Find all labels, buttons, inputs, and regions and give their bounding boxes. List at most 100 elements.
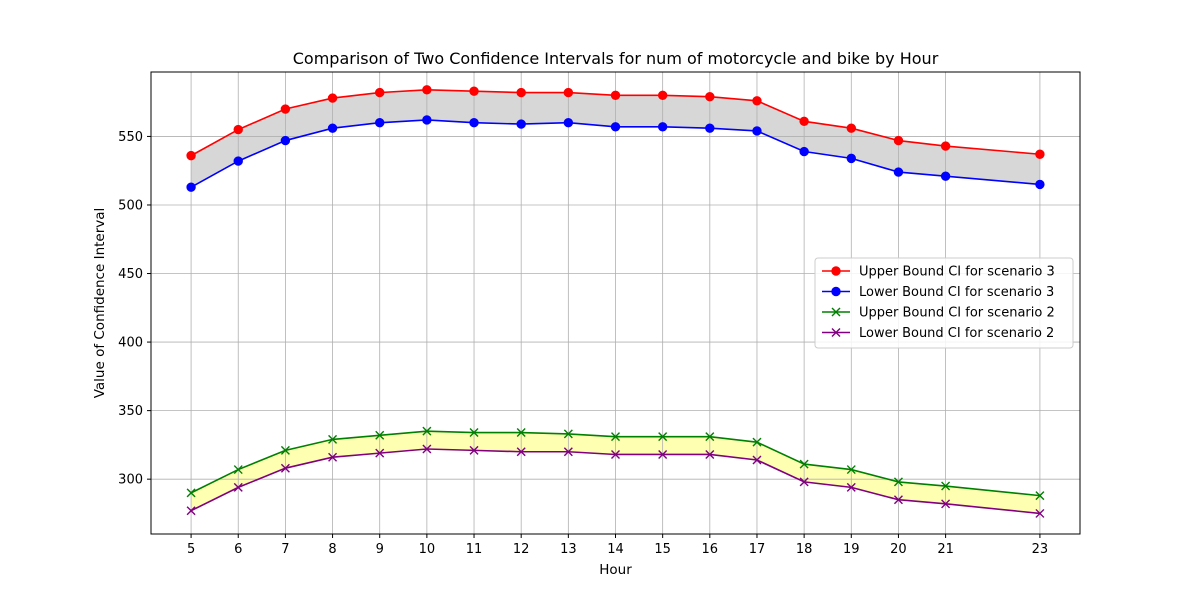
data-point — [469, 118, 479, 128]
series-3 — [186, 426, 1045, 501]
data-point — [375, 118, 385, 128]
data-point — [846, 153, 856, 164]
legend-label: Lower Bound CI for scenario 3 — [859, 285, 1054, 300]
data-point — [893, 135, 904, 146]
legend-marker — [831, 266, 841, 276]
x-tick-label: 19 — [843, 542, 860, 557]
x-tick-label: 8 — [328, 542, 336, 557]
y-tick-label: 300 — [118, 473, 143, 488]
data-point — [657, 122, 668, 132]
data-point — [846, 465, 856, 475]
data-point — [846, 482, 856, 492]
legend-item: Lower Bound CI for scenario 3 — [822, 285, 1054, 300]
data-point — [186, 488, 196, 498]
series-line-1 — [190, 89, 1040, 157]
data-point — [280, 104, 291, 114]
x-tick-label: 14 — [607, 542, 624, 557]
series-2 — [186, 115, 1045, 192]
data-point — [186, 150, 196, 161]
y-tick-label: 350 — [118, 404, 143, 419]
data-point — [422, 444, 432, 454]
data-point — [516, 119, 526, 129]
x-tick-label: 23 — [1032, 542, 1049, 557]
data-point — [941, 499, 951, 509]
y-axis-label: Value of Confidence Interval — [92, 208, 108, 399]
data-point — [422, 85, 432, 95]
legend-marker — [831, 286, 841, 297]
data-point — [752, 126, 762, 136]
data-point — [327, 93, 338, 103]
data-point — [563, 87, 574, 98]
data-point — [941, 481, 951, 491]
data-point — [1035, 149, 1045, 159]
data-point — [1035, 508, 1045, 518]
data-point — [893, 477, 903, 487]
data-point — [657, 90, 668, 101]
legend-marker — [831, 328, 841, 337]
y-tick-label: 450 — [118, 267, 143, 282]
series-line-3 — [190, 430, 1040, 497]
x-axis-label: Hour — [599, 562, 632, 578]
data-point — [1035, 491, 1045, 501]
data-point — [469, 445, 479, 455]
x-tick-label: 15 — [654, 542, 671, 557]
data-point — [658, 449, 668, 459]
series-line-4 — [190, 448, 1040, 515]
data-point — [375, 87, 385, 98]
data-point — [233, 156, 243, 166]
series-1 — [186, 85, 1045, 161]
ci-fill-band-1 — [191, 89, 1040, 188]
chart-title: Comparison of Two Confidence Intervals f… — [293, 49, 939, 68]
data-point — [233, 465, 243, 475]
data-point — [563, 118, 574, 128]
data-point — [186, 182, 196, 192]
legend-item: Upper Bound CI for scenario 3 — [822, 265, 1055, 280]
data-point — [233, 482, 243, 492]
x-tick-label: 21 — [937, 542, 954, 557]
data-point — [280, 463, 290, 473]
data-point — [799, 146, 809, 157]
data-point — [186, 506, 196, 516]
data-point — [469, 86, 479, 96]
x-tick-label: 10 — [419, 542, 436, 557]
data-point — [328, 452, 338, 462]
data-point — [516, 428, 526, 438]
legend-label: Lower Bound CI for scenario 2 — [859, 326, 1054, 341]
x-axis-ticks: 5 6 7 8 9 10 11 12 13 14 15 16 17 18 19 20 21 23 — [187, 534, 1048, 557]
data-point — [280, 135, 291, 146]
series-4 — [186, 444, 1045, 518]
legend-item: Upper Bound CI for scenario 2 — [822, 306, 1055, 321]
x-tick-label: 20 — [890, 542, 907, 557]
y-tick-label: 500 — [118, 198, 143, 213]
data-point — [799, 116, 809, 127]
x-tick-label: 17 — [749, 542, 766, 557]
data-point — [327, 123, 338, 133]
data-point — [752, 455, 762, 465]
data-point — [328, 434, 338, 444]
x-tick-label: 16 — [702, 542, 719, 557]
data-point — [940, 141, 951, 151]
x-tick-label: 5 — [187, 542, 195, 557]
data-point — [1035, 179, 1045, 190]
x-tick-label: 13 — [560, 542, 577, 557]
data-point — [705, 432, 715, 442]
data-point — [658, 432, 668, 442]
x-tick-label: 7 — [281, 542, 289, 557]
legend-item: Lower Bound CI for scenario 2 — [822, 326, 1054, 341]
series-lines — [186, 85, 1045, 518]
data-point — [422, 426, 432, 436]
data-point — [893, 167, 904, 177]
series-line-2 — [190, 119, 1040, 188]
data-point — [516, 87, 526, 98]
data-point — [611, 449, 620, 459]
data-point — [799, 477, 809, 487]
data-point — [610, 90, 621, 101]
y-axis-ticks: 300 350 400 450 500 550 — [118, 130, 151, 488]
y-tick-label: 550 — [118, 130, 143, 145]
legend-label: Upper Bound CI for scenario 2 — [859, 306, 1055, 321]
y-tick-label: 400 — [118, 336, 143, 351]
data-point — [705, 123, 715, 133]
legend-box — [814, 257, 1074, 349]
data-point — [422, 115, 432, 125]
